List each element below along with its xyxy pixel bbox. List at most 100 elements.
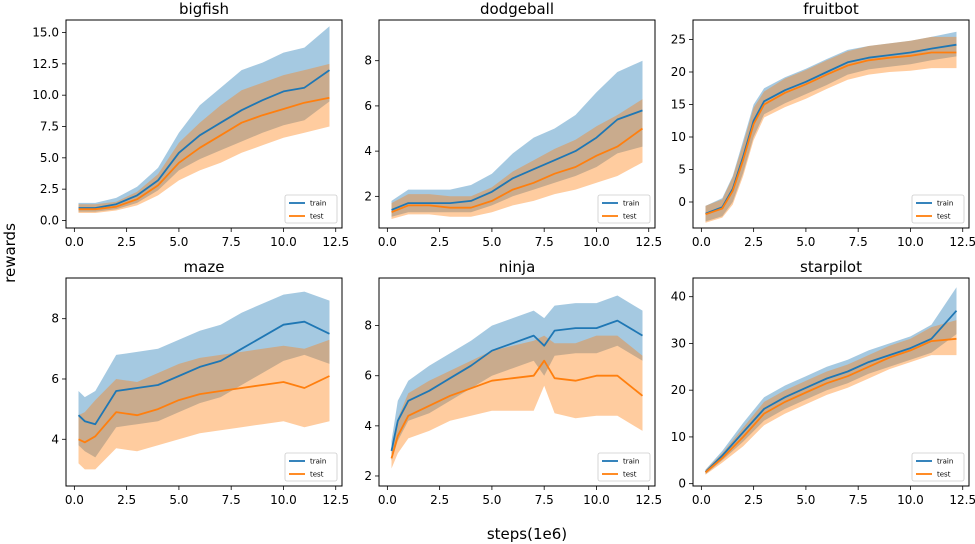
x-tick-label: 10.0 <box>583 493 610 507</box>
legend: train test <box>911 194 965 224</box>
legend-label-train: train <box>937 200 953 208</box>
band-test <box>78 63 330 214</box>
y-tick-label: 6 <box>51 372 59 386</box>
x-tick-label: 0.0 <box>65 493 84 507</box>
legend-label-train: train <box>937 458 953 466</box>
axes-frame <box>378 19 656 229</box>
band-train <box>705 287 957 475</box>
x-tick-label: 2.5 <box>117 493 136 507</box>
y-tick-label: 10 <box>671 430 686 444</box>
line-train <box>704 310 958 473</box>
x-tick-label: 2.5 <box>430 235 449 249</box>
panel-title: bigfish <box>179 0 229 18</box>
x-tick-label: 5.0 <box>169 235 188 249</box>
x-tick-label: 7.5 <box>535 493 554 507</box>
y-tick-label: 30 <box>671 336 686 350</box>
y-tick-label: 15.0 <box>32 26 59 40</box>
panel-title: dodgeball <box>480 0 554 18</box>
x-tick-label: 5.0 <box>482 235 501 249</box>
legend-label-train: train <box>623 200 639 208</box>
x-tick-label: 2.5 <box>744 235 763 249</box>
line-train <box>78 69 331 209</box>
x-tick-label: 5.0 <box>796 493 815 507</box>
panel-dodgeball: 0.0 2.5 5.0 7.5 10.0 12.5 2 4 6 8 dodgeball train te… <box>364 0 662 249</box>
band-test <box>705 36 957 223</box>
band-train <box>391 295 643 461</box>
legend-label-test: test <box>623 471 637 479</box>
band-train <box>78 26 330 212</box>
legend: train test <box>284 194 338 224</box>
x-tick-label: 2.5 <box>430 493 449 507</box>
x-tick-label: 12.5 <box>635 235 662 249</box>
x-tick-label: 5.0 <box>482 493 501 507</box>
band-train <box>391 60 643 217</box>
x-tick-label: 12.5 <box>635 493 662 507</box>
x-tick-label: 12.5 <box>322 493 349 507</box>
panel-ninja: 0.0 2.5 5.0 7.5 10.0 12.5 2 4 6 8 ninja train test <box>364 258 662 507</box>
x-tick-label: 7.5 <box>535 235 554 249</box>
legend-label-test: test <box>937 471 951 479</box>
y-tick-label: 10 <box>671 130 686 144</box>
line-test <box>78 375 330 444</box>
panel-maze: 0.0 2.5 5.0 7.5 10.0 12.5 4 6 8 maze train test <box>51 258 349 507</box>
x-tick-label: 7.5 <box>222 493 241 507</box>
x-tick-label: 10.0 <box>270 235 297 249</box>
x-tick-label: 7.5 <box>222 235 241 249</box>
x-tick-label: 12.5 <box>949 493 975 507</box>
x-tick-label: 10.0 <box>897 493 924 507</box>
legend: train test <box>284 452 338 482</box>
x-tick-label: 5.0 <box>169 493 188 507</box>
y-tick-label: 20 <box>671 383 686 397</box>
panel-fruitbot: 0.0 2.5 5.0 7.5 10.0 12.5 0 5 10 15 20 25 fruitbot tr… <box>671 0 975 249</box>
x-tick-label: 10.0 <box>270 493 297 507</box>
x-tick-label: 2.5 <box>744 493 763 507</box>
band-test <box>391 335 643 469</box>
y-tick-label: 2 <box>364 189 372 203</box>
panel-title: ninja <box>499 258 536 276</box>
line-train <box>391 109 643 211</box>
y-tick-label: 8 <box>364 319 372 333</box>
band-train <box>78 291 330 458</box>
x-tick-label: 0.0 <box>65 235 84 249</box>
legend-label-train: train <box>310 458 326 466</box>
y-tick-label: 4 <box>51 432 59 446</box>
y-tick-label: 0 <box>678 477 686 491</box>
y-tick-label: 40 <box>671 290 686 304</box>
y-tick-label: 0.0 <box>40 213 59 227</box>
y-tick-label: 2.5 <box>40 182 59 196</box>
y-tick-label: 6 <box>364 369 372 383</box>
legend-label-test: test <box>310 471 324 479</box>
legend-label-test: test <box>623 213 637 221</box>
y-tick-label: 15 <box>671 98 686 112</box>
axes-frame <box>692 19 970 229</box>
x-tick-label: 12.5 <box>949 235 975 249</box>
y-tick-label: 0 <box>678 195 686 209</box>
axes-frame <box>65 19 343 229</box>
line-test <box>705 51 957 216</box>
figure-ylabel: rewards <box>1 223 19 283</box>
y-tick-label: 4 <box>364 144 372 158</box>
x-tick-label: 0.0 <box>692 493 711 507</box>
legend-label-test: test <box>937 213 951 221</box>
y-tick-label: 7.5 <box>40 120 59 134</box>
y-tick-label: 6 <box>364 99 372 113</box>
x-tick-label: 0.0 <box>692 235 711 249</box>
y-tick-label: 5.0 <box>40 151 59 165</box>
x-tick-label: 7.5 <box>849 493 868 507</box>
legend-label-train: train <box>623 458 639 466</box>
panel-title: fruitbot <box>803 0 859 18</box>
line-test <box>390 359 644 459</box>
x-tick-label: 12.5 <box>322 235 349 249</box>
y-tick-label: 4 <box>364 419 372 433</box>
y-tick-label: 8 <box>364 54 372 68</box>
x-tick-label: 0.0 <box>378 493 397 507</box>
y-tick-label: 2 <box>364 469 372 483</box>
line-train <box>390 319 643 452</box>
panel-starpilot: 0.0 2.5 5.0 7.5 10.0 12.5 0 10 20 30 40 starpilot tr… <box>671 258 975 507</box>
x-tick-label: 10.0 <box>583 235 610 249</box>
x-tick-label: 0.0 <box>378 235 397 249</box>
legend: train test <box>597 194 651 224</box>
legend-label-train: train <box>310 200 326 208</box>
line-test <box>704 337 957 474</box>
x-tick-label: 7.5 <box>849 235 868 249</box>
